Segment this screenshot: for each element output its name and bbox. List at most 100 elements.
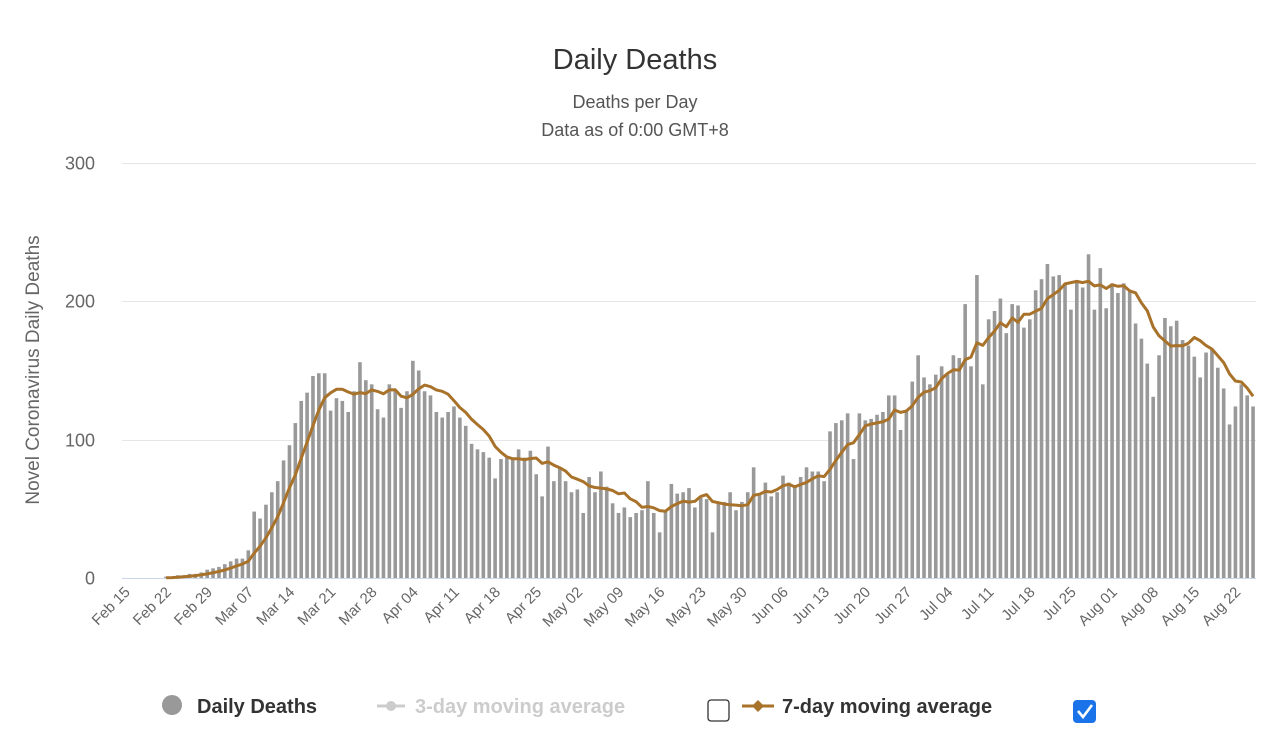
bar-daily-deaths[interactable] <box>493 478 497 578</box>
bar-daily-deaths[interactable] <box>851 459 856 578</box>
bar-daily-deaths[interactable] <box>1074 281 1079 578</box>
bar-daily-deaths[interactable] <box>775 492 779 578</box>
bar-daily-deaths[interactable] <box>481 452 486 578</box>
bar-daily-deaths[interactable] <box>622 507 627 578</box>
bar-daily-deaths[interactable] <box>1039 279 1044 578</box>
bar-daily-deaths[interactable] <box>1010 304 1014 578</box>
bar-daily-deaths[interactable] <box>1221 388 1226 578</box>
bar-daily-deaths[interactable] <box>810 471 815 578</box>
bar-daily-deaths[interactable] <box>1116 293 1120 578</box>
bar-daily-deaths[interactable] <box>980 384 985 578</box>
bar-daily-deaths[interactable] <box>428 395 433 578</box>
bar-daily-deaths[interactable] <box>1186 345 1191 578</box>
bar-daily-deaths[interactable] <box>910 381 915 578</box>
bar-daily-deaths[interactable] <box>863 420 868 578</box>
bar-daily-deaths[interactable] <box>411 360 415 578</box>
bar-daily-deaths[interactable] <box>1098 268 1103 578</box>
bar-daily-deaths[interactable] <box>1139 338 1144 578</box>
bar-daily-deaths[interactable] <box>487 457 492 578</box>
bar-daily-deaths[interactable] <box>534 474 539 578</box>
bar-daily-deaths[interactable] <box>1204 352 1208 578</box>
bar-daily-deaths[interactable] <box>546 446 550 578</box>
bar-daily-deaths[interactable] <box>616 512 621 578</box>
bar-daily-deaths[interactable] <box>828 431 832 578</box>
bar-daily-deaths[interactable] <box>440 417 445 578</box>
bar-daily-deaths[interactable] <box>928 384 932 578</box>
bar-daily-deaths[interactable] <box>228 561 233 578</box>
bar-daily-deaths[interactable] <box>1192 356 1197 578</box>
bar-daily-deaths[interactable] <box>358 362 362 578</box>
bar-daily-deaths[interactable] <box>604 486 609 578</box>
bar-daily-deaths[interactable] <box>610 503 615 578</box>
bar-daily-deaths[interactable] <box>857 413 862 578</box>
bar-daily-deaths[interactable] <box>599 471 603 578</box>
bar-daily-deaths[interactable] <box>998 298 1003 578</box>
bar-daily-deaths[interactable] <box>452 406 456 578</box>
bar-daily-deaths[interactable] <box>904 410 909 578</box>
bar-daily-deaths[interactable] <box>945 374 950 578</box>
bar-daily-deaths[interactable] <box>587 477 591 578</box>
bar-daily-deaths[interactable] <box>734 510 738 578</box>
bar-daily-deaths[interactable] <box>669 483 674 578</box>
bar-daily-deaths[interactable] <box>416 370 421 579</box>
bar-daily-deaths[interactable] <box>1080 287 1085 579</box>
bar-daily-deaths[interactable] <box>334 398 339 578</box>
bar-daily-deaths[interactable] <box>1033 290 1038 578</box>
bar-daily-deaths[interactable] <box>287 445 292 578</box>
bar-daily-deaths[interactable] <box>569 492 574 578</box>
bar-daily-deaths[interactable] <box>1251 406 1255 578</box>
bar-daily-deaths[interactable] <box>1127 290 1132 578</box>
bar-daily-deaths[interactable] <box>1022 327 1026 578</box>
bar-daily-deaths[interactable] <box>834 423 838 578</box>
bar-daily-deaths[interactable] <box>234 558 239 578</box>
checkbox-7-day-average[interactable] <box>1073 700 1096 723</box>
bar-daily-deaths[interactable] <box>963 304 967 578</box>
bar-daily-deaths[interactable] <box>458 417 462 578</box>
bar-daily-deaths[interactable] <box>845 413 850 578</box>
bar-daily-deaths[interactable] <box>1169 326 1173 578</box>
bar-daily-deaths[interactable] <box>722 501 727 578</box>
bar-daily-deaths[interactable] <box>1121 283 1126 578</box>
bar-daily-deaths[interactable] <box>317 373 321 578</box>
bar-daily-deaths[interactable] <box>552 481 556 578</box>
bar-daily-deaths[interactable] <box>875 414 879 578</box>
bar-daily-deaths[interactable] <box>728 492 732 578</box>
checkbox-3-day-average[interactable] <box>707 699 730 722</box>
bar-daily-deaths[interactable] <box>1104 308 1108 578</box>
bar-daily-deaths[interactable] <box>505 457 509 578</box>
bar-daily-deaths[interactable] <box>693 507 697 578</box>
bar-daily-deaths[interactable] <box>1110 283 1114 578</box>
bar-daily-deaths[interactable] <box>293 423 298 578</box>
bar-daily-deaths[interactable] <box>792 485 797 578</box>
bar-daily-deaths[interactable] <box>969 366 973 578</box>
bar-daily-deaths[interactable] <box>593 492 597 578</box>
bar-daily-deaths[interactable] <box>240 558 245 578</box>
bar-daily-deaths[interactable] <box>1163 317 1167 578</box>
bar-daily-deaths[interactable] <box>951 355 956 578</box>
bar-daily-deaths[interactable] <box>1069 309 1073 578</box>
bar-daily-deaths[interactable] <box>522 457 527 578</box>
bar-daily-deaths[interactable] <box>646 481 650 578</box>
bar-daily-deaths[interactable] <box>252 511 257 578</box>
bar-daily-deaths[interactable] <box>275 481 280 578</box>
bar-daily-deaths[interactable] <box>804 467 809 578</box>
bar-daily-deaths[interactable] <box>399 407 403 578</box>
bar-daily-deaths[interactable] <box>1210 349 1214 578</box>
bar-daily-deaths[interactable] <box>839 420 844 578</box>
bar-daily-deaths[interactable] <box>1027 319 1032 578</box>
bar-daily-deaths[interactable] <box>651 512 656 578</box>
bar-daily-deaths[interactable] <box>1051 276 1056 578</box>
bar-daily-deaths[interactable] <box>328 410 333 578</box>
bar-daily-deaths[interactable] <box>881 412 885 578</box>
bar-daily-deaths[interactable] <box>1157 355 1161 578</box>
bar-daily-deaths[interactable] <box>1057 275 1061 578</box>
bar-daily-deaths[interactable] <box>1092 309 1097 578</box>
bar-daily-deaths[interactable] <box>557 467 562 578</box>
bar-daily-deaths[interactable] <box>822 481 826 578</box>
bar-daily-deaths[interactable] <box>422 391 427 578</box>
bar-daily-deaths[interactable] <box>499 459 503 578</box>
bar-daily-deaths[interactable] <box>581 512 586 578</box>
bar-daily-deaths[interactable] <box>986 319 991 578</box>
bar-daily-deaths[interactable] <box>681 492 685 578</box>
bar-daily-deaths[interactable] <box>469 443 474 578</box>
